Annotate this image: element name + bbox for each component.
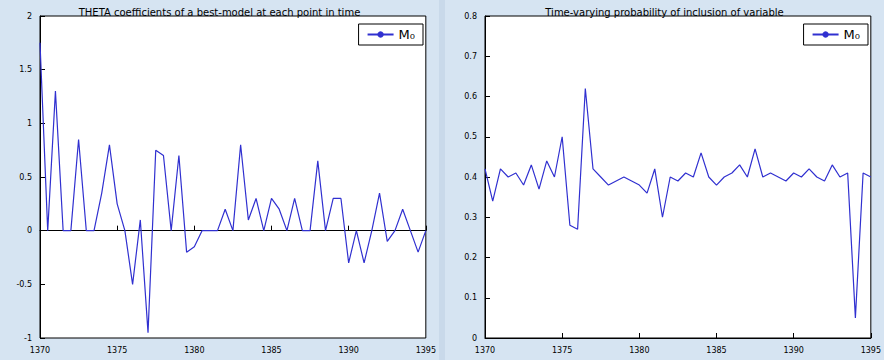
svg-text:1380: 1380	[629, 346, 649, 355]
svg-text:1.5: 1.5	[19, 65, 32, 74]
svg-text:1395: 1395	[416, 346, 436, 355]
svg-text:1370: 1370	[475, 346, 495, 355]
svg-text:0.2: 0.2	[464, 253, 477, 262]
svg-text:1: 1	[27, 119, 32, 128]
svg-text:0.1: 0.1	[464, 293, 477, 302]
svg-text:0: 0	[472, 334, 477, 343]
svg-text:1395: 1395	[861, 346, 881, 355]
svg-text:0.8: 0.8	[464, 12, 477, 21]
svg-text:1385: 1385	[706, 346, 726, 355]
svg-text:0.6: 0.6	[464, 92, 477, 101]
svg-text:0.7: 0.7	[464, 52, 477, 61]
svg-text:1375: 1375	[552, 346, 572, 355]
svg-text:0.5: 0.5	[19, 173, 32, 182]
svg-text:0: 0	[27, 226, 32, 235]
svg-text:0.5: 0.5	[464, 132, 477, 141]
svg-text:2: 2	[27, 12, 32, 21]
svg-text:-1: -1	[24, 334, 32, 343]
svg-text:1390: 1390	[783, 346, 803, 355]
svg-text:-0.5: -0.5	[16, 280, 32, 289]
svg-text:M₀: M₀	[399, 27, 415, 42]
svg-text:0.3: 0.3	[464, 213, 477, 222]
svg-text:1375: 1375	[107, 346, 127, 355]
svg-text:1385: 1385	[261, 346, 281, 355]
svg-text:1370: 1370	[30, 346, 50, 355]
svg-text:M₀: M₀	[844, 27, 860, 42]
svg-text:0.4: 0.4	[464, 173, 477, 182]
svg-text:THETA coefficients of a best-m: THETA coefficients of a best-model at ea…	[78, 7, 361, 18]
svg-text:1380: 1380	[184, 346, 204, 355]
svg-text:1390: 1390	[338, 346, 358, 355]
svg-text:Time-varying probability of in: Time-varying probability of inclusion of…	[544, 7, 783, 18]
